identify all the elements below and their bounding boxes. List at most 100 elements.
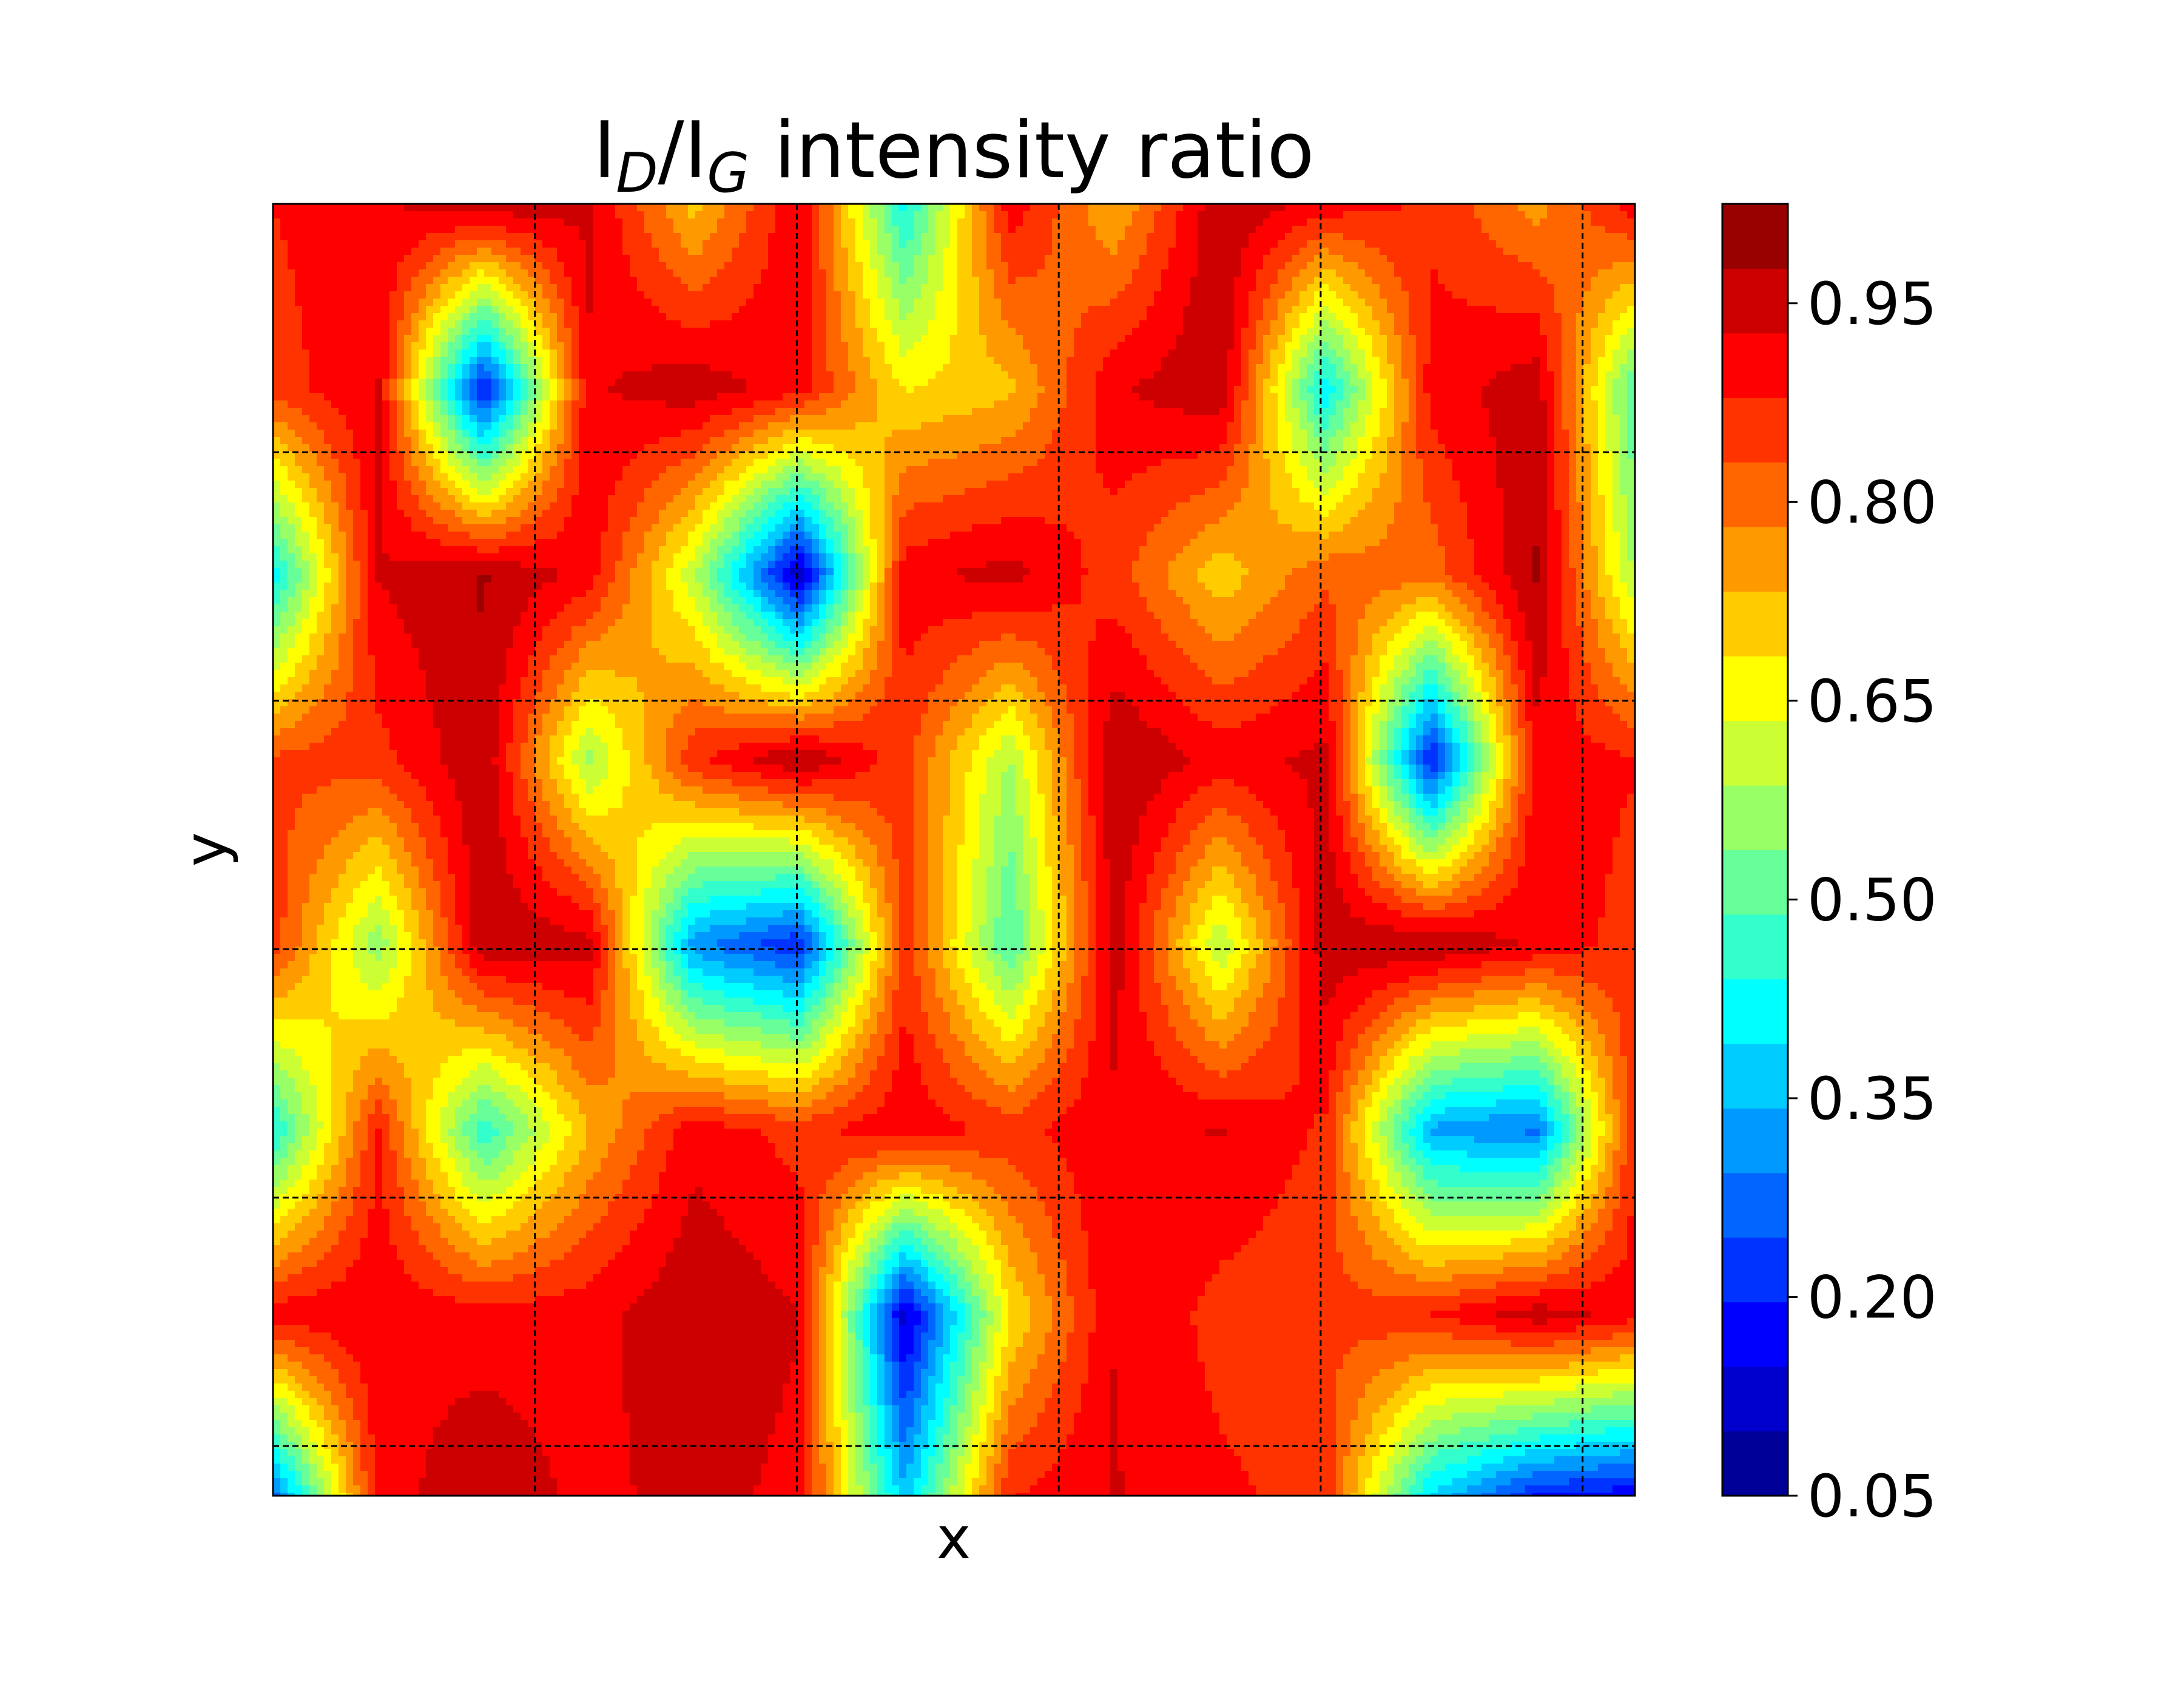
contour-cell <box>1452 816 1468 823</box>
contour-cell <box>1569 495 1577 503</box>
contour-cell <box>1016 801 1031 809</box>
contour-cell <box>622 743 645 751</box>
contour-cell <box>1161 277 1191 285</box>
contour-cell <box>397 400 405 408</box>
contour-cell <box>1132 473 1227 481</box>
contour-cell <box>579 233 594 241</box>
contour-cell <box>586 757 594 765</box>
contour-cell <box>1394 502 1431 510</box>
contour-cell <box>1627 524 1635 532</box>
contour-cell <box>1474 735 1482 743</box>
contour-cell <box>273 684 281 692</box>
contour-cell <box>360 612 368 620</box>
contour-cell <box>717 568 732 576</box>
contour-cell <box>1307 386 1322 394</box>
contour-cell <box>273 255 288 263</box>
contour-cell <box>826 306 841 314</box>
contour-cell <box>557 757 572 765</box>
contour-cell <box>1540 313 1562 321</box>
contour-cell <box>630 262 667 270</box>
contour-cell <box>404 473 419 481</box>
contour-cell <box>914 735 936 743</box>
contour-cell <box>1547 546 1562 554</box>
contour-cell <box>1489 612 1504 620</box>
contour-cell <box>812 626 827 634</box>
contour-cell <box>1249 619 1300 627</box>
contour-cell <box>579 473 623 481</box>
contour-cell <box>841 400 878 408</box>
contour-cell <box>841 240 856 248</box>
contour-cell <box>863 277 878 285</box>
contour-cell <box>368 561 376 569</box>
contour-cell <box>1416 393 1431 401</box>
contour-cell <box>695 575 710 583</box>
contour-cell <box>1431 306 1497 314</box>
contour-cell <box>309 604 325 612</box>
contour-cell <box>426 684 499 692</box>
contour-cell <box>928 459 1038 467</box>
contour-cell <box>841 204 849 212</box>
contour-cell <box>273 735 325 743</box>
contour-cell <box>885 684 936 692</box>
contour-cell <box>491 335 499 343</box>
contour-cell <box>1380 415 1395 423</box>
contour-cell <box>499 371 507 379</box>
contour-cell <box>804 641 812 649</box>
contour-cell <box>1554 284 1591 292</box>
contour-cell <box>1132 641 1176 649</box>
contour-cell <box>994 211 1009 219</box>
contour-cell <box>979 320 1009 328</box>
contour-cell <box>353 517 368 525</box>
contour-cell <box>1627 451 1635 459</box>
contour-cell <box>1598 692 1635 700</box>
contour-cell <box>885 597 892 605</box>
contour-cell <box>710 320 812 328</box>
contour-cell <box>1605 306 1628 314</box>
contour-cell <box>426 291 441 299</box>
contour-cell <box>564 422 572 430</box>
contour-cell <box>965 728 987 736</box>
contour-cell <box>1532 568 1540 576</box>
contour-cell <box>1161 269 1198 277</box>
contour-cell <box>1168 568 1198 576</box>
contour-cell <box>768 546 776 554</box>
contour-cell <box>812 655 820 663</box>
contour-cell <box>593 277 638 285</box>
contour-cell <box>1409 641 1424 649</box>
contour-cell <box>1591 517 1606 525</box>
contour-cell <box>1372 597 1417 605</box>
contour-cell <box>448 328 463 336</box>
contour-cell <box>557 648 579 656</box>
contour-cell <box>317 575 332 583</box>
contour-cell <box>1518 692 1526 700</box>
contour-cell <box>1518 706 1526 714</box>
contour-cell <box>1365 801 1373 809</box>
contour-cell <box>1547 451 1555 459</box>
contour-cell <box>513 779 528 787</box>
contour-cell <box>1452 765 1460 772</box>
contour-cell <box>455 510 477 518</box>
contour-cell <box>834 371 856 379</box>
contour-cell <box>1030 415 1060 423</box>
contour-cell <box>652 772 674 780</box>
contour-cell <box>812 590 820 598</box>
contour-cell <box>353 539 368 547</box>
contour-cell <box>724 481 747 488</box>
contour-cell <box>666 743 689 751</box>
contour-cell <box>317 590 325 598</box>
contour-cell <box>1350 750 1358 758</box>
contour-cell <box>557 721 572 729</box>
contour-cell <box>753 459 776 467</box>
contour-cell <box>1460 786 1475 794</box>
contour-cell <box>914 342 951 350</box>
contour-cell <box>571 451 579 459</box>
contour-cell <box>986 561 1023 569</box>
contour-cell <box>688 743 740 751</box>
contour-cell <box>826 313 841 321</box>
contour-cell <box>797 553 805 561</box>
contour-cell <box>499 357 507 365</box>
contour-cell <box>863 517 871 525</box>
contour-cell <box>1409 619 1446 627</box>
contour-cell <box>1489 801 1504 809</box>
contour-cell <box>855 692 885 700</box>
